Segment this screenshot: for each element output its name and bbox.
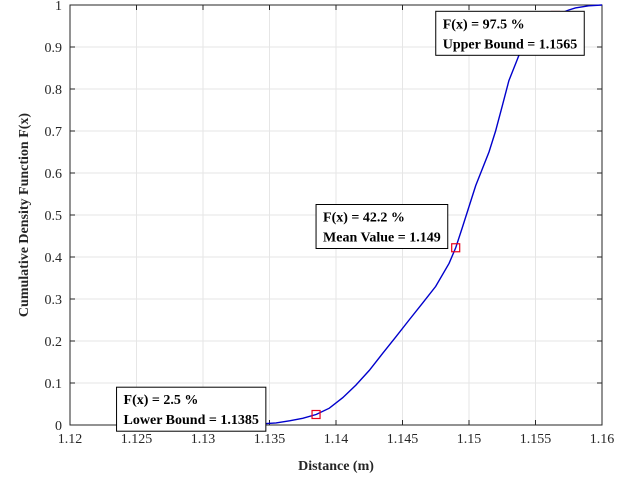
- y-tick-label: 0.3: [45, 293, 63, 308]
- annotation-box: F(x) = 97.5 % Upper Bound = 1.1565: [435, 10, 585, 56]
- y-tick-label: 0.5: [45, 209, 63, 224]
- x-axis-label: Distance (m): [298, 459, 374, 474]
- annotation-frame: [116, 386, 267, 432]
- marker-point: [451, 243, 461, 253]
- x-tick-label: 1.16: [590, 432, 615, 447]
- annotation-box: F(x) = 42.2 % Mean Value = 1.149: [315, 204, 449, 249]
- y-tick-label: 0.4: [45, 251, 63, 266]
- y-tick-label: 0.6: [45, 167, 63, 182]
- y-tick-label: 0.8: [45, 83, 63, 98]
- x-tick-label: 1.15: [457, 432, 482, 447]
- x-tick-label: 1.12: [58, 432, 83, 447]
- annotation-text: F(x) = 42.2 %: [323, 211, 405, 226]
- y-axis-label: Cumulative Density Function F(x): [17, 113, 32, 318]
- x-tick-label: 1.135: [254, 432, 286, 447]
- annotation-text: F(x) = 2.5 %: [124, 393, 199, 408]
- annotation-text: F(x) = 97.5 %: [443, 17, 525, 32]
- x-tick-label: 1.155: [520, 432, 552, 447]
- y-tick-label: 0.7: [45, 125, 63, 140]
- annotation-text: Mean Value = 1.149: [323, 231, 441, 246]
- y-tick-label: 0.2: [45, 335, 63, 350]
- annotation-text: Lower Bound = 1.1385: [124, 413, 259, 428]
- y-tick-label: 0.9: [45, 41, 63, 56]
- axes: [69, 4, 603, 426]
- x-tick-label: 1.13: [191, 432, 216, 447]
- x-tick-label: 1.125: [121, 432, 153, 447]
- y-tick-label: 0.1: [45, 377, 63, 392]
- tick-labels: 1.12 1.125 1.13 1.135 1.14 1.145 1.15 1.155 1.16…: [45, 0, 615, 447]
- annotation-frame: [315, 204, 449, 249]
- annotation-box: F(x) = 2.5 % Lower Bound = 1.1385: [116, 386, 267, 432]
- annotations: F(x) = 2.5 % Lower Bound = 1.1385 F(x) = 4…: [116, 10, 585, 432]
- x-tick-label: 1.14: [324, 432, 349, 447]
- y-tick-label: 1: [55, 0, 62, 14]
- marker-point: [311, 409, 321, 420]
- y-tick-label: 0: [55, 419, 62, 434]
- annotation-frame: [435, 10, 585, 56]
- x-tick-label: 1.145: [387, 432, 419, 447]
- annotation-text: Upper Bound = 1.1565: [443, 37, 578, 52]
